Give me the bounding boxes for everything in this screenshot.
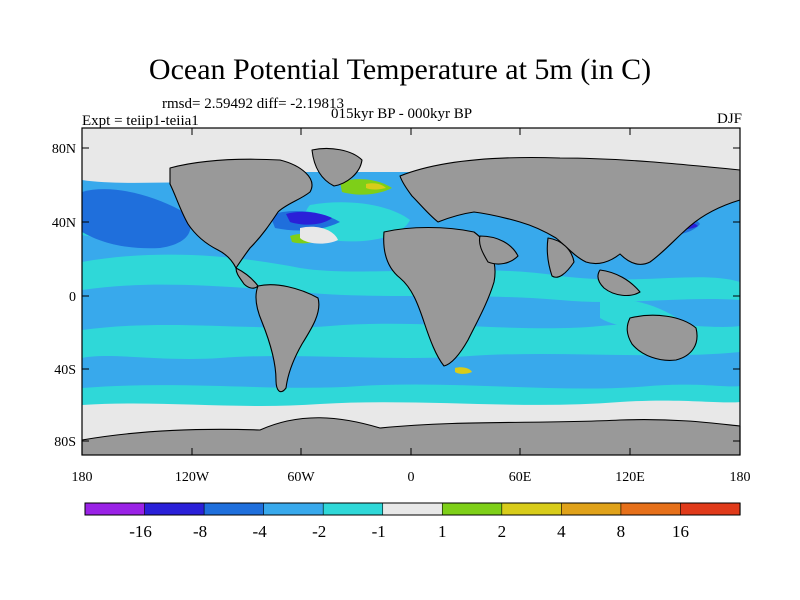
lat-tick-label: 40S — [54, 363, 76, 378]
colorbar-swatch — [680, 502, 741, 516]
colorbar-swatch — [561, 502, 622, 516]
lon-axis — [81, 128, 741, 455]
lon-tick-label: 0 — [408, 470, 415, 485]
colorbar-swatches — [84, 502, 741, 516]
colorbar-tick-label: 1 — [438, 522, 447, 541]
land-masses — [81, 147, 741, 456]
lat-tick-label: 80N — [52, 142, 76, 157]
colorbar-labels: -16 -8 -4 -2 -1 1 2 4 8 16 — [129, 522, 689, 541]
colorbar-swatch — [144, 502, 205, 516]
land-central-america — [235, 267, 259, 289]
lat-tick-label: 0 — [69, 290, 76, 305]
lon-tick-label: 180 — [72, 470, 93, 485]
colorbar-swatch — [501, 502, 562, 516]
colorbar-frame — [84, 502, 741, 516]
land-australia — [626, 314, 698, 361]
lon-tick-label: 60W — [287, 470, 315, 485]
lon-tick-labels: 180 120W 60W 0 60E 120E 180 — [72, 470, 751, 485]
lon-tick-label: 120W — [175, 470, 210, 485]
land-india — [546, 237, 575, 278]
colorbar-tick-label: -4 — [253, 522, 268, 541]
colorbar-tick-label: 16 — [672, 522, 689, 541]
colorbar-tick-label: 2 — [498, 522, 507, 541]
colorbar: -16 -8 -4 -2 -1 1 2 4 8 16 — [84, 502, 741, 541]
land-greenland — [311, 147, 363, 187]
map-panel — [81, 128, 741, 456]
colorbar-tick-label: -8 — [193, 522, 207, 541]
colorbar-tick-label: -1 — [372, 522, 386, 541]
colorbar-swatch — [620, 502, 682, 516]
land-north-america — [169, 158, 313, 269]
lat-tick-label: 40N — [52, 216, 76, 231]
period-label: 015kyr BP - 000kyr BP — [331, 106, 473, 122]
colorbar-swatch — [382, 502, 443, 516]
colorbar-tick-label: -2 — [312, 522, 326, 541]
land-eurasia — [399, 156, 741, 265]
lat-axis — [82, 147, 740, 442]
lat-tick-labels: 80N 40N 0 40S 80S — [52, 142, 76, 450]
land-southeast-asia — [597, 269, 641, 297]
colorbar-tick-label: 4 — [557, 522, 566, 541]
map-title: Ocean Potential Temperature at 5m (in C) — [148, 53, 652, 86]
lon-tick-label: 60E — [509, 470, 532, 485]
colorbar-swatch — [322, 502, 384, 516]
colorbar-swatch — [263, 502, 324, 516]
colorbar-swatch — [84, 502, 146, 516]
colorbar-tick-label: -16 — [129, 522, 152, 541]
colorbar-swatch — [441, 502, 503, 516]
lon-tick-label: 180 — [730, 470, 751, 485]
colorbar-swatch — [203, 502, 265, 516]
lat-tick-label: 80S — [54, 435, 76, 450]
land-antarctica — [81, 417, 741, 456]
lon-tick-label: 120E — [615, 470, 645, 485]
rmsd-stat: rmsd= 2.59492 diff= -2.19813 — [162, 96, 345, 112]
season-label: DJF — [716, 111, 742, 127]
land-south-america — [255, 284, 320, 393]
colorbar-tick-label: 8 — [617, 522, 626, 541]
land-africa — [383, 226, 496, 367]
experiment-label: Expt = teiip1-teiia1 — [82, 113, 199, 129]
land-arabia — [478, 235, 519, 265]
